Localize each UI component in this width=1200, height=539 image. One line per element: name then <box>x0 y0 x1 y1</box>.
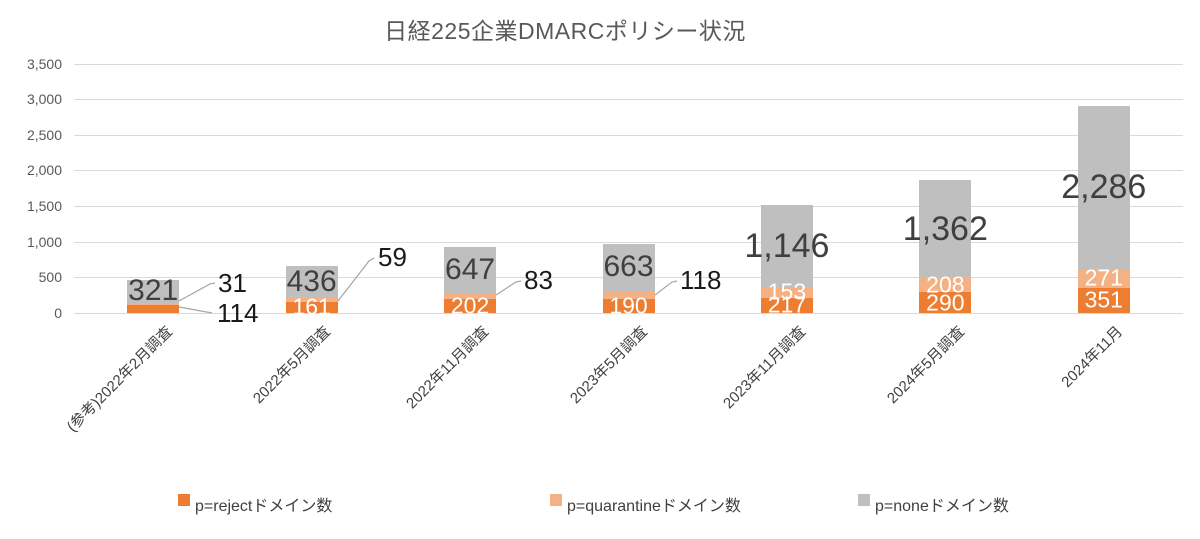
callout-value-label: 114 <box>217 298 259 328</box>
reject-segment <box>1077 287 1130 313</box>
chart-title: 日経225企業DMARCポリシー状況 <box>384 18 746 44</box>
x-axis-category-label: 2023年5月調査 <box>566 323 651 408</box>
y-axis-tick-label: 1,000 <box>26 233 62 250</box>
quarantine-value-label: 271 <box>1084 264 1123 291</box>
legend-swatch-icon <box>550 494 562 506</box>
reject-segment <box>444 298 497 313</box>
quarantine-segment <box>602 291 655 300</box>
quarantine-segment <box>444 292 497 299</box>
reject-segment <box>127 304 180 313</box>
y-axis-tick-label: 2,000 <box>26 162 62 179</box>
none-segment <box>1077 105 1130 269</box>
legend-label: p=quarantineドメイン数 <box>567 498 741 515</box>
gridline <box>74 63 1183 65</box>
x-axis-category-label: 2022年11月調査 <box>403 323 493 413</box>
x-axis-category-label: 2024年5月調査 <box>883 323 968 408</box>
reject-segment <box>602 299 655 313</box>
x-axis-category-label: 2023年11月調査 <box>720 323 810 413</box>
reject-segment <box>760 297 813 313</box>
leader-line <box>654 280 678 296</box>
none-segment <box>602 243 655 292</box>
legend-label: p=rejectドメイン数 <box>195 498 333 515</box>
none-segment <box>285 266 338 298</box>
gridline <box>74 134 1183 136</box>
quarantine-value-label: 208 <box>926 271 965 298</box>
quarantine-segment <box>285 297 338 302</box>
none-value-label: 321 <box>128 274 179 308</box>
y-axis-tick-label: 3,000 <box>26 91 62 108</box>
y-axis-tick-label: 500 <box>38 269 62 286</box>
reject-value-label: 290 <box>926 289 965 316</box>
gridline <box>74 170 1183 172</box>
reject-value-label: 190 <box>609 292 648 319</box>
none-segment <box>919 180 972 278</box>
reject-value-label: 351 <box>1084 286 1123 313</box>
callout-value-label: 118 <box>680 265 722 295</box>
none-value-label: 436 <box>286 264 337 298</box>
legend-swatch-icon <box>178 494 190 506</box>
y-axis-tick-label: 3,500 <box>26 55 62 72</box>
leader-line <box>178 282 216 302</box>
callout-value-label: 83 <box>524 265 553 295</box>
none-value-label: 2,286 <box>1061 168 1147 207</box>
y-axis-tick-label: 2,500 <box>26 126 62 143</box>
none-segment <box>760 204 813 287</box>
leader-line <box>337 257 375 302</box>
x-axis-category-label: 2024年11月 <box>1058 323 1126 391</box>
quarantine-segment <box>760 286 813 298</box>
callout-value-label: 59 <box>378 242 407 272</box>
none-value-label: 1,362 <box>902 209 988 248</box>
x-axis-category-label: (参考)2022年2月調査 <box>63 323 176 436</box>
none-segment <box>444 246 497 293</box>
reject-value-label: 202 <box>450 292 490 319</box>
gridline <box>74 241 1183 243</box>
reject-value-label: 217 <box>767 291 807 318</box>
none-segment <box>127 279 180 303</box>
gridline <box>74 313 1183 314</box>
y-axis-tick-label: 1,500 <box>26 198 62 215</box>
gridline <box>74 206 1183 208</box>
gridline <box>74 99 1183 101</box>
callout-value-label: 31 <box>218 268 247 298</box>
legend-swatch-icon <box>858 494 870 506</box>
quarantine-segment <box>127 302 180 305</box>
quarantine-segment <box>1077 268 1130 288</box>
none-value-label: 663 <box>603 250 654 284</box>
legend-label: p=noneドメイン数 <box>875 498 1009 515</box>
x-axis-category-label: 2022年5月調査 <box>249 323 334 408</box>
none-value-label: 647 <box>445 252 496 286</box>
reject-segment <box>285 301 338 313</box>
leader-line <box>495 280 522 296</box>
reject-value-label: 161 <box>292 293 331 320</box>
none-value-label: 1,146 <box>744 226 830 265</box>
quarantine-segment <box>919 277 972 293</box>
quarantine-value-label: 153 <box>767 278 807 305</box>
reject-segment <box>919 292 972 313</box>
y-axis-tick-label: 0 <box>54 305 62 321</box>
